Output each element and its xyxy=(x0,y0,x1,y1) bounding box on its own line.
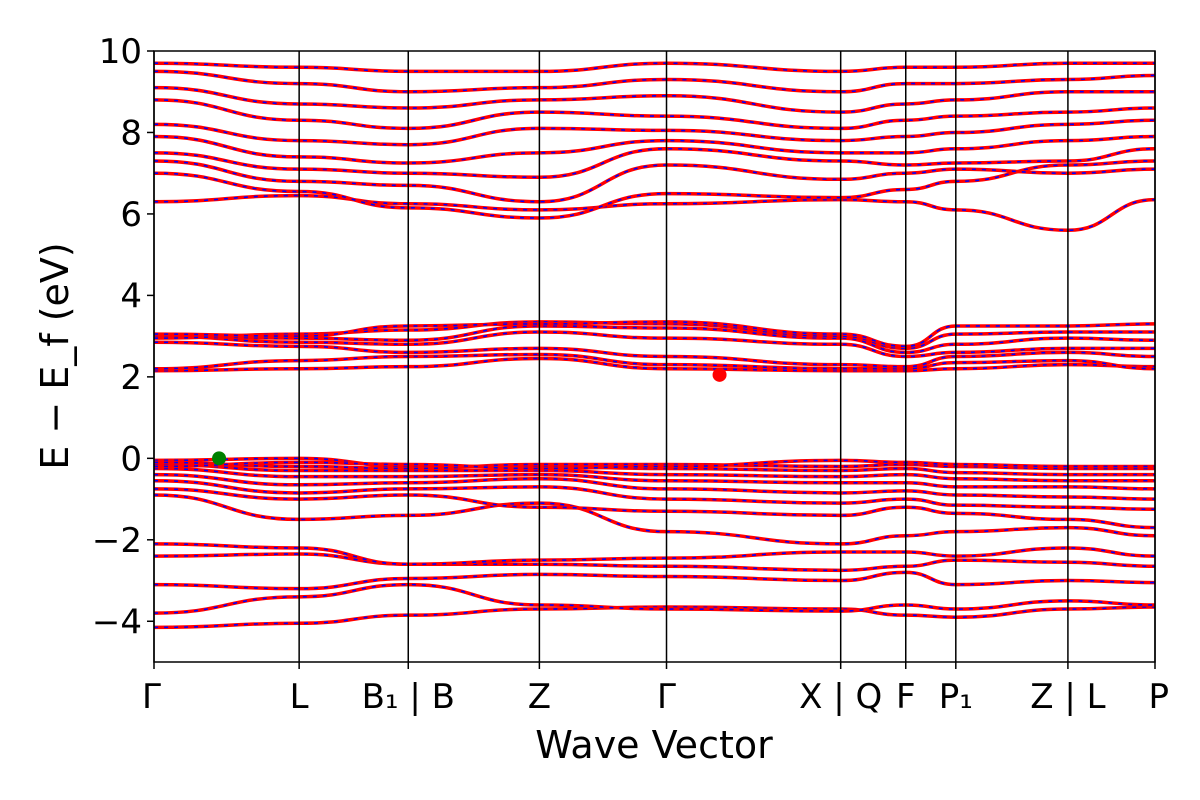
y-axis-title: E − E_f (eV) xyxy=(33,242,77,470)
band-line-13 xyxy=(154,458,1155,471)
x-tick-label-2: B₁ | B xyxy=(362,677,455,717)
y-tick-label-0: −4 xyxy=(92,602,142,642)
band-overlay-25 xyxy=(154,135,1155,164)
band-overlay-2 xyxy=(154,571,1155,590)
band-line-21 xyxy=(154,193,1155,232)
band-line-9 xyxy=(154,466,1155,491)
x-tick-label-6: F xyxy=(896,677,916,717)
band-overlay-27 xyxy=(154,99,1155,130)
y-tick-label-1: −2 xyxy=(92,521,142,561)
band-line-11 xyxy=(154,456,1155,477)
band-overlay-18 xyxy=(154,325,1155,354)
y-tick-label-6: 8 xyxy=(120,113,142,153)
band-overlay-7 xyxy=(154,479,1155,511)
x-tick-label-7: P₁ xyxy=(939,677,973,717)
band-overlay-3 xyxy=(154,553,1155,572)
band-line-22 xyxy=(154,159,1155,220)
band-line-14 xyxy=(154,356,1155,373)
x-tick-label-1: L xyxy=(290,677,309,717)
band-overlay-26 xyxy=(154,119,1155,146)
x-tick-label-8: Z | L xyxy=(1030,677,1105,717)
band-lines xyxy=(154,61,1155,630)
band-overlay-29 xyxy=(154,70,1155,93)
band-overlay-15 xyxy=(154,353,1155,370)
band-overlay-24 xyxy=(154,147,1155,179)
band-line-30 xyxy=(154,61,1155,74)
plot-frame xyxy=(153,50,1156,663)
band-overlay-0 xyxy=(154,606,1155,629)
y-tick-label-3: 2 xyxy=(120,358,142,398)
band-line-24 xyxy=(154,147,1155,180)
band-overlay-16 xyxy=(154,341,1155,368)
x-tick-label-0: Γ xyxy=(142,677,161,717)
x-tick-label-9: P xyxy=(1148,677,1169,717)
band-overlay-19 xyxy=(154,321,1155,350)
marker-cbm xyxy=(712,367,727,382)
band-overlay-23 xyxy=(154,160,1155,203)
x-axis-ticks: Γ L B₁ | B Z Γ X | Q F P₁ Z | L P xyxy=(142,662,1169,717)
band-overlay-6 xyxy=(154,488,1155,529)
band-overlay-1 xyxy=(154,583,1155,614)
x-tick-label-5: X | Q xyxy=(799,677,882,717)
band-overlay-17 xyxy=(154,331,1155,358)
extrema-markers xyxy=(212,367,727,466)
x-axis-title: Wave Vector xyxy=(535,723,773,767)
band-overlay-8 xyxy=(154,473,1155,500)
band-overlay-20 xyxy=(154,321,1155,348)
band-overlay-5 xyxy=(154,494,1155,545)
band-overlay-28 xyxy=(154,86,1155,113)
band-line-28 xyxy=(154,85,1155,114)
marker-vbm xyxy=(212,451,227,466)
band-line-4 xyxy=(154,542,1155,566)
band-line-2 xyxy=(154,570,1155,591)
y-tick-label-5: 6 xyxy=(120,195,142,235)
band-overlay-21 xyxy=(154,194,1155,232)
x-tick-label-4: Γ xyxy=(657,677,676,717)
band-line-10 xyxy=(154,462,1155,483)
x-tick-label-3: Z xyxy=(528,677,551,717)
y-tick-label-4: 4 xyxy=(120,276,142,316)
y-tick-label-7: 10 xyxy=(99,32,142,72)
y-axis-ticks: −4 −2 0 2 4 6 8 10 xyxy=(92,32,154,642)
y-tick-label-2: 0 xyxy=(120,439,142,479)
